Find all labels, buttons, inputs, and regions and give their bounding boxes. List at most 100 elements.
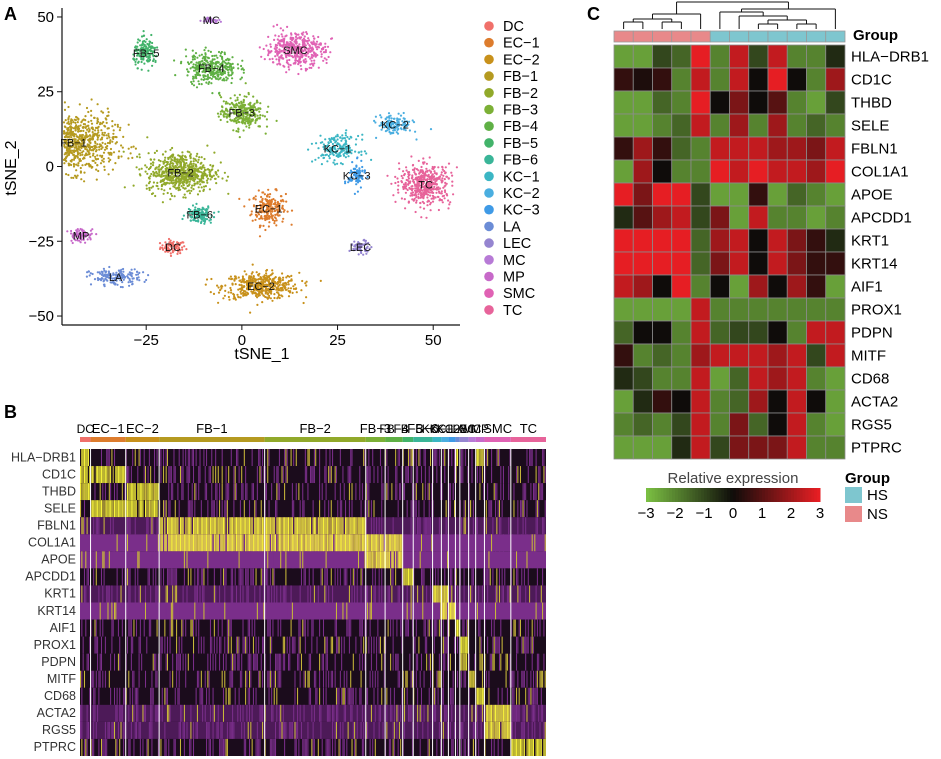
group-strip-cell bbox=[748, 30, 769, 43]
tsne-points bbox=[62, 16, 458, 314]
scale-step bbox=[747, 488, 751, 502]
heatmap-row-PDPN bbox=[80, 653, 546, 671]
clustered-gene-label: KRT1 bbox=[851, 233, 889, 250]
cluster-label: FB−6 bbox=[186, 209, 213, 221]
heatmap-cells bbox=[80, 449, 546, 756]
heatmap-row-APCDD1 bbox=[80, 568, 546, 586]
group-label: KC−3 bbox=[437, 422, 468, 436]
clustered-gene-label: CD68 bbox=[851, 371, 889, 388]
scale-step bbox=[788, 488, 792, 502]
group-strip-cell bbox=[786, 30, 807, 43]
y-tick-label: −25 bbox=[29, 233, 54, 250]
scale-step bbox=[663, 488, 667, 502]
gene-label: PROX1 bbox=[34, 638, 76, 652]
legend-swatch bbox=[484, 54, 494, 65]
scale-step bbox=[695, 488, 699, 502]
gene-label: SELE bbox=[44, 501, 76, 515]
scale-step bbox=[814, 488, 818, 502]
legend-label: KC−1 bbox=[503, 169, 540, 185]
legend-item: SMC bbox=[484, 286, 535, 302]
scale-step bbox=[672, 488, 676, 502]
legend-swatch bbox=[484, 88, 494, 98]
legend-swatch bbox=[484, 154, 494, 165]
scale-step bbox=[796, 488, 801, 502]
legend-label: FB−2 bbox=[503, 86, 538, 102]
gene-label: CD68 bbox=[44, 689, 76, 703]
gene-label: APCDD1 bbox=[25, 570, 76, 584]
group-bar-KC−1 bbox=[432, 437, 442, 442]
cluster-label: EC−2 bbox=[247, 281, 275, 293]
gene-label: APOE bbox=[41, 553, 76, 567]
clustered-gene-label: PDPN bbox=[851, 325, 893, 342]
scale-tick-label: −1 bbox=[695, 505, 712, 522]
clustered-gene-label: CD1C bbox=[851, 72, 892, 89]
legend-label: EC−1 bbox=[503, 36, 540, 52]
scale-tick-label: 3 bbox=[816, 505, 824, 522]
legend-item: DC bbox=[484, 19, 524, 35]
scale-step bbox=[741, 488, 746, 502]
panel-a-label: A bbox=[4, 4, 17, 24]
cluster-label: LEC bbox=[350, 242, 371, 254]
clustered-row-FBLN1 bbox=[613, 136, 846, 161]
clustered-row-MITF bbox=[613, 343, 846, 368]
panel-c-clustered-heatmap: C Group HLA−DRB1 CD1C THBD SELE FBLN1 COL1A1 A… bbox=[587, 1, 929, 523]
legend-item: EC−2 bbox=[484, 52, 540, 68]
group-strip-cell bbox=[825, 30, 846, 43]
scale-step bbox=[738, 488, 743, 502]
group-label: DC bbox=[77, 422, 95, 436]
scale-step bbox=[654, 488, 659, 502]
legend-item: LEC bbox=[484, 236, 531, 252]
legend-swatch bbox=[484, 221, 494, 232]
clustered-gene-label: APCDD1 bbox=[851, 210, 912, 227]
group-annotation-strip bbox=[613, 30, 846, 43]
clustered-row-COL1A1 bbox=[613, 159, 846, 184]
legend-swatch bbox=[484, 305, 494, 315]
heatmap-row-THBD bbox=[80, 483, 546, 501]
legend-item: FB−3 bbox=[484, 103, 538, 119]
cluster-points-KC−3 bbox=[344, 156, 369, 195]
legend-label: DC bbox=[503, 19, 524, 35]
scale-step bbox=[762, 488, 766, 502]
clustered-gene-label: THBD bbox=[851, 95, 892, 112]
scale-step bbox=[727, 488, 731, 502]
group-bar-FB−1 bbox=[159, 437, 265, 442]
heatmap-gene-labels: HLA−DRB1 CD1C THBD SELE FBLN1 COL1A1 APOE APCDD… bbox=[11, 450, 76, 754]
legend-item: FB−1 bbox=[484, 69, 538, 85]
scale-step bbox=[793, 488, 798, 502]
clustered-gene-label: MITF bbox=[851, 348, 886, 365]
legend-label: FB−1 bbox=[503, 69, 538, 85]
group-annotation-title: Group bbox=[853, 27, 898, 44]
scale-step bbox=[759, 488, 763, 502]
cluster-legend: DCEC−1EC−2FB−1FB−2FB−3FB−4FB−5FB−6KC−1KC… bbox=[484, 19, 540, 319]
scale-step bbox=[733, 488, 737, 502]
cluster-label: MP bbox=[73, 230, 90, 242]
scale-tick-label: −3 bbox=[637, 505, 654, 522]
cluster-points-MP bbox=[66, 227, 98, 245]
scale-step bbox=[779, 488, 783, 502]
group-bar-KC−2 bbox=[441, 437, 449, 442]
legend-item: KC−1 bbox=[484, 169, 540, 185]
group-label: MP bbox=[471, 422, 489, 436]
cluster-label: KC−3 bbox=[343, 170, 371, 182]
clustered-gene-label: FBLN1 bbox=[851, 141, 898, 158]
legend-item: MP bbox=[484, 270, 525, 286]
cluster-points-LEC bbox=[348, 238, 373, 256]
heatmap-group-color-bar bbox=[80, 437, 546, 442]
clustered-row-APCDD1 bbox=[613, 205, 846, 230]
cluster-label: FB−5 bbox=[133, 48, 160, 60]
cluster-points-DC bbox=[158, 237, 188, 257]
x-tick-label: 50 bbox=[425, 332, 442, 349]
legend-swatch bbox=[484, 271, 494, 282]
legend-item: FB−5 bbox=[484, 136, 538, 152]
clustered-gene-label: APOE bbox=[851, 187, 893, 204]
heatmap-row-COL1A1 bbox=[80, 534, 546, 552]
scale-step bbox=[718, 488, 722, 502]
cluster-label: TC bbox=[418, 179, 433, 191]
group-legend-label: HS bbox=[867, 487, 888, 504]
legend-swatch bbox=[484, 71, 494, 81]
clustered-gene-label: KRT14 bbox=[851, 256, 897, 273]
cluster-points-EC−1 bbox=[238, 188, 294, 238]
legend-label: TC bbox=[503, 303, 522, 319]
